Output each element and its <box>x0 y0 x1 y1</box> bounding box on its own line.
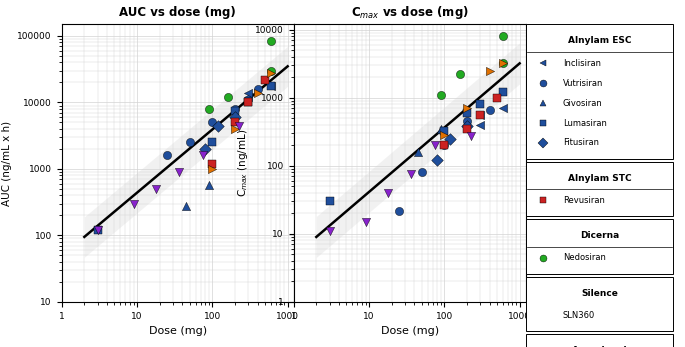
Text: Givosiran: Givosiran <box>563 99 603 108</box>
Point <box>439 133 450 138</box>
Point <box>128 201 139 206</box>
Point <box>475 113 486 118</box>
Point <box>439 143 450 148</box>
Point <box>229 108 240 113</box>
Text: Arrowhead: Arrowhead <box>573 346 628 347</box>
FancyBboxPatch shape <box>525 277 673 331</box>
Point <box>432 158 443 163</box>
Point <box>207 140 218 145</box>
Title: AUC vs dose (mg): AUC vs dose (mg) <box>119 6 236 19</box>
Point <box>203 106 214 112</box>
Text: Lumasiran: Lumasiran <box>563 119 607 127</box>
Point <box>497 61 508 66</box>
Text: Alnylam ESC: Alnylam ESC <box>569 36 632 45</box>
Point <box>229 115 240 120</box>
Point <box>207 161 218 167</box>
FancyBboxPatch shape <box>525 162 673 217</box>
Point <box>207 120 218 125</box>
Text: Vutrisiran: Vutrisiran <box>563 78 603 87</box>
Point <box>436 92 447 98</box>
Point <box>439 129 450 134</box>
Point <box>203 182 214 187</box>
Point <box>475 113 486 118</box>
Point <box>436 126 447 132</box>
Point <box>252 86 263 92</box>
Point <box>360 219 371 225</box>
X-axis label: Dose (mg): Dose (mg) <box>149 326 207 336</box>
Text: Silence: Silence <box>582 289 619 298</box>
Y-axis label: C$_{max}$ (ng/mL): C$_{max}$ (ng/mL) <box>236 129 249 197</box>
Point <box>266 38 277 43</box>
Point <box>439 143 450 148</box>
Text: Fitusiran: Fitusiran <box>563 138 599 147</box>
Point <box>412 149 423 155</box>
Point <box>181 203 192 209</box>
Point <box>497 61 508 66</box>
Point <box>462 124 473 129</box>
FancyBboxPatch shape <box>525 24 673 159</box>
Point <box>462 126 473 132</box>
Point <box>242 100 253 105</box>
Point <box>406 171 416 177</box>
Text: Inclisiran: Inclisiran <box>563 59 601 68</box>
Point <box>324 198 335 204</box>
Point <box>252 90 263 95</box>
Point <box>199 146 210 152</box>
Point <box>242 90 253 95</box>
Point <box>462 105 473 111</box>
Point <box>151 186 162 192</box>
Point <box>162 153 173 158</box>
Point <box>462 119 473 124</box>
Point <box>229 126 240 132</box>
Point <box>416 170 427 175</box>
Title: C$_{max}$ vs dose (mg): C$_{max}$ vs dose (mg) <box>351 4 469 21</box>
Point <box>383 190 394 196</box>
Point <box>266 83 277 88</box>
FancyBboxPatch shape <box>525 334 673 347</box>
Point <box>497 90 508 95</box>
Point <box>266 68 277 74</box>
Point <box>484 108 495 113</box>
Point <box>324 228 335 234</box>
Point <box>475 102 486 107</box>
Point <box>445 136 456 142</box>
Point <box>92 227 103 233</box>
Point <box>491 95 502 101</box>
Point <box>497 105 508 111</box>
Text: Revusiran: Revusiran <box>563 196 605 205</box>
Point <box>229 106 240 112</box>
Point <box>213 123 224 128</box>
Point <box>465 134 476 139</box>
Point <box>242 100 253 105</box>
Point <box>197 153 208 158</box>
Point <box>475 122 486 128</box>
Point <box>429 143 440 148</box>
Point <box>462 110 473 116</box>
Text: Alnylam STC: Alnylam STC <box>569 174 632 183</box>
Point <box>222 94 233 100</box>
Text: Dicerna: Dicerna <box>580 231 620 240</box>
Y-axis label: AUC (ng/mL x h): AUC (ng/mL x h) <box>2 120 12 206</box>
Point <box>497 34 508 39</box>
Point <box>207 166 218 172</box>
Point <box>454 71 465 77</box>
Text: Nedosiran: Nedosiran <box>563 253 606 262</box>
Point <box>266 83 277 88</box>
Point <box>92 227 103 233</box>
Point <box>266 70 277 76</box>
Point <box>484 68 495 74</box>
Point <box>184 140 195 145</box>
Point <box>393 208 404 213</box>
Point <box>234 123 245 128</box>
Point <box>173 169 184 175</box>
Point <box>229 120 240 125</box>
Text: SLN360: SLN360 <box>563 311 595 320</box>
Point <box>260 77 271 83</box>
Point <box>242 94 253 100</box>
FancyBboxPatch shape <box>525 219 673 274</box>
X-axis label: Dose (mg): Dose (mg) <box>381 326 438 336</box>
